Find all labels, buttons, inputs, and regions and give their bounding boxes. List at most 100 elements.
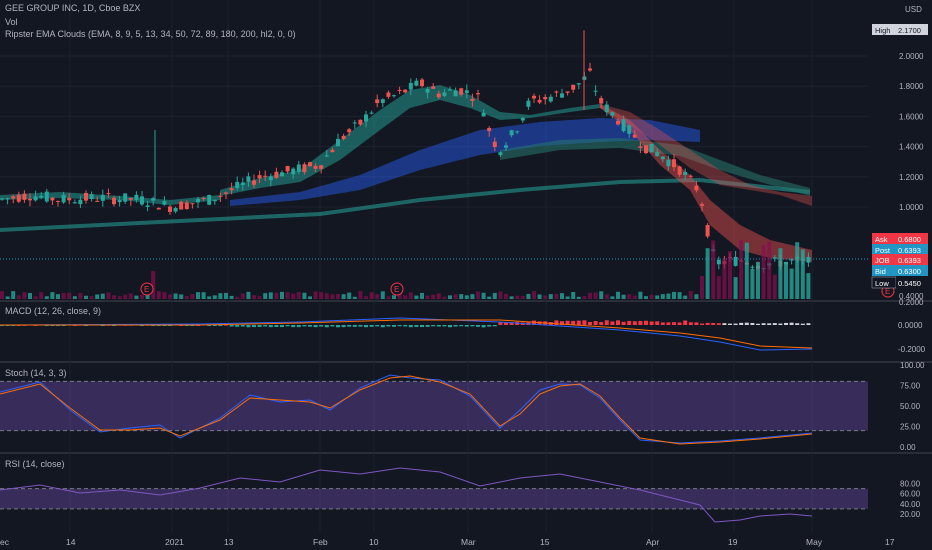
volume-bar: [341, 294, 346, 299]
volume-bar: [728, 251, 732, 299]
volume-bar: [733, 277, 738, 299]
price-label-value-bg: [896, 265, 928, 276]
volume-bar: [201, 292, 206, 299]
candle-body: [140, 196, 144, 205]
macd-histogram-bar: [296, 325, 301, 328]
candle-body: [705, 225, 710, 237]
macd-histogram-bar: [341, 325, 346, 328]
stoch-band: [0, 381, 868, 431]
rsi-legend: RSI (14, close): [5, 459, 69, 469]
candle-body: [476, 93, 480, 95]
candle-body: [448, 89, 452, 91]
candle-body: [229, 188, 234, 191]
volume-bar: [481, 292, 486, 299]
candle-body: [509, 130, 514, 136]
macd-histogram-bar: [532, 320, 536, 325]
macd-histogram-bar: [728, 323, 732, 325]
macd-histogram-bar: [576, 320, 581, 325]
candle-body: [397, 89, 402, 91]
macd-histogram-bar: [212, 325, 217, 326]
macd-histogram-bar: [257, 325, 262, 327]
candle-body: [571, 84, 576, 90]
macd-histogram-bar: [464, 325, 469, 327]
macd-histogram-bar: [582, 320, 587, 325]
volume-bar: [229, 295, 234, 299]
macd-histogram-bar: [476, 325, 480, 327]
time-tick: 10: [369, 537, 379, 547]
volume-bar: [380, 291, 385, 299]
macd-histogram-bar: [291, 325, 296, 328]
macd-histogram-bar: [302, 325, 307, 327]
macd-histogram-bar: [403, 325, 408, 327]
candle-body: [716, 259, 721, 265]
volume-bar: [106, 292, 111, 299]
candle-body: [134, 194, 139, 200]
candle-body: [554, 91, 559, 93]
volume-bar: [560, 293, 564, 299]
macd-histogram-bar: [644, 320, 648, 325]
volume-bar: [336, 294, 340, 299]
macd-histogram-bar: [621, 321, 626, 325]
price-label-name: Ask: [875, 235, 888, 244]
volume-bar: [196, 292, 200, 299]
volume-bar: [767, 241, 772, 299]
volume-bar: [268, 292, 273, 299]
volume-bar: [112, 295, 116, 299]
stoch-tick: 100.00: [900, 361, 925, 370]
macd-histogram-bar: [420, 325, 424, 328]
candle-body: [487, 127, 492, 132]
macd-tick: -0.2000: [898, 345, 926, 354]
macd-histogram-bar: [336, 325, 340, 328]
volume-bar: [448, 295, 452, 299]
candle-body: [492, 141, 497, 148]
earnings-marker: [390, 282, 404, 296]
volume-bar: [582, 296, 587, 299]
macd-title: MACD (12, 26, close, 9): [5, 306, 102, 316]
candle-body: [179, 201, 184, 210]
candle-body: [537, 99, 542, 103]
candle-body: [700, 204, 704, 206]
candle-body: [504, 145, 508, 148]
candle-body: [201, 198, 206, 200]
candle-body: [789, 259, 794, 261]
macd-histogram-bar: [655, 321, 660, 325]
candle-body: [22, 193, 27, 200]
volume-bar: [610, 296, 615, 299]
time-tick: 15: [540, 537, 550, 547]
volume-bar: [291, 293, 296, 299]
volume-bar: [168, 294, 172, 299]
volume-bar: [397, 293, 402, 299]
volume-bar: [330, 294, 335, 299]
candle-body: [565, 91, 570, 93]
macd-histogram-bar: [330, 325, 335, 327]
candle-body: [39, 196, 44, 198]
candle-body: [599, 98, 604, 104]
volume-bar: [212, 295, 217, 299]
macd-histogram-bar: [392, 325, 396, 327]
macd-histogram-bar: [459, 325, 464, 327]
candle-body: [520, 117, 525, 121]
volume-bar: [184, 295, 189, 299]
volume-bar: [240, 293, 245, 299]
volume-bar: [800, 249, 805, 299]
price-tick: 0.2000: [899, 298, 924, 307]
volume-bar: [252, 295, 256, 299]
candle-body: [750, 266, 755, 268]
time-tick: 19: [728, 537, 738, 547]
macd-histogram-bar: [739, 322, 744, 325]
macd-histogram-bar: [688, 322, 693, 325]
volume-bar: [134, 295, 139, 299]
volume-bar: [308, 296, 312, 299]
volume-bar: [324, 293, 329, 299]
volume-bar: [431, 294, 436, 299]
volume-bar: [683, 295, 688, 299]
candle-body: [123, 193, 128, 202]
volume-bar: [666, 293, 671, 299]
candle-body: [100, 194, 105, 201]
volume-bar: [756, 261, 760, 299]
volume-bar: [100, 293, 105, 299]
volume-bar: [515, 295, 520, 299]
volume-bar: [694, 294, 699, 299]
candle-body: [95, 200, 100, 202]
